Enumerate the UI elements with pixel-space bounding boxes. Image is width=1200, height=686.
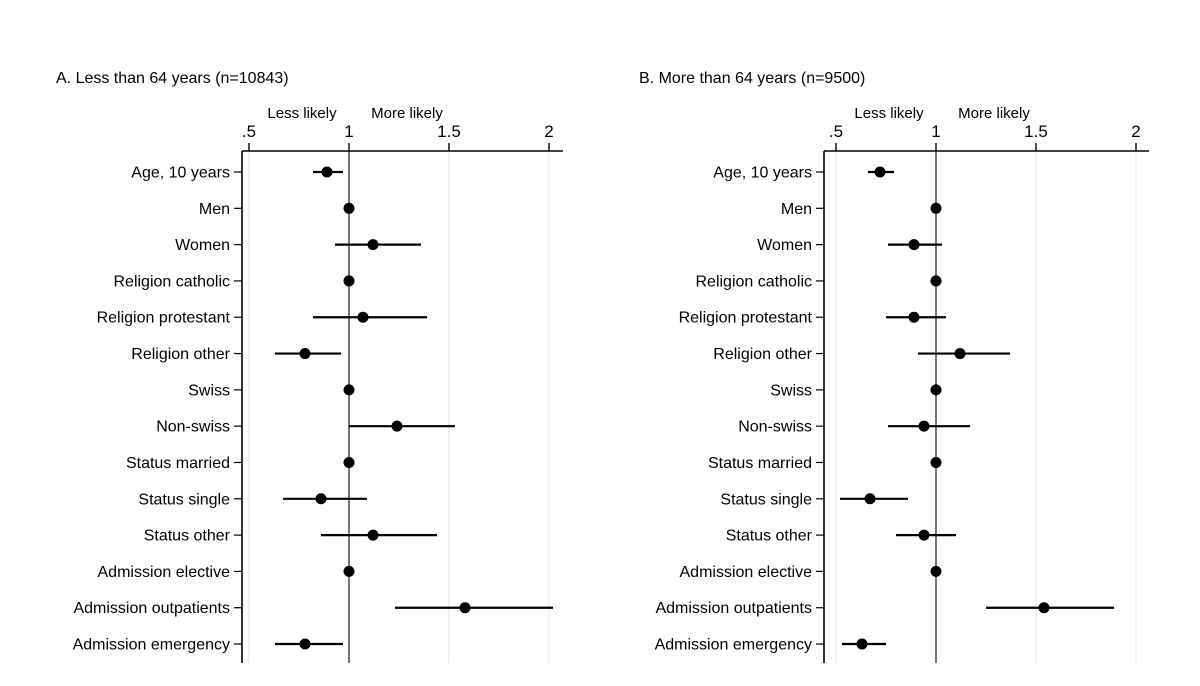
x-tick-label: 2 (1131, 122, 1140, 141)
category-label: Status married (126, 455, 230, 472)
estimate-dot (874, 166, 886, 178)
category-label: Men (199, 201, 230, 218)
estimate-dot (343, 565, 355, 577)
less-likely-label: Less likely (267, 105, 337, 122)
panel-b: .5 1 1.5 2 Less likely More likely Age, 10 yea… (655, 105, 1149, 663)
category-label: Admission outpatients (73, 600, 230, 617)
less-likely-label: Less likely (854, 105, 924, 122)
estimate-dot (954, 348, 966, 360)
estimate-dot (315, 493, 327, 505)
estimate-dot (343, 202, 355, 214)
category-label: Religion protestant (97, 310, 231, 327)
estimate-dot (908, 239, 920, 251)
category-label: Admission outpatients (655, 600, 812, 617)
estimate-dot (343, 275, 355, 287)
category-label: Status other (144, 528, 231, 545)
category-label: Religion protestant (679, 310, 813, 327)
category-label: Religion other (131, 346, 230, 363)
category-label: Women (175, 237, 230, 254)
estimate-dot (930, 202, 942, 214)
category-label: Age, 10 years (713, 165, 812, 182)
category-label: Non-swiss (738, 419, 812, 436)
panel-a-title: A. Less than 64 years (n=10843) (56, 70, 289, 87)
estimate-dot (918, 529, 930, 541)
category-label: Religion catholic (695, 273, 812, 290)
x-tick-label: 1.5 (437, 122, 461, 141)
estimate-dot (930, 384, 942, 396)
category-label: Status single (138, 491, 230, 508)
x-tick-label: 1 (931, 122, 940, 141)
estimate-dot (930, 565, 942, 577)
estimate-dot (918, 420, 930, 432)
category-label: Admission emergency (655, 637, 812, 654)
estimate-dot (459, 602, 471, 614)
estimate-dot (908, 311, 920, 323)
estimate-dot (367, 239, 379, 251)
category-label: Age, 10 years (131, 165, 230, 182)
category-label: Admission elective (680, 564, 813, 581)
category-label: Men (781, 201, 812, 218)
category-label: Religion other (713, 346, 812, 363)
estimate-dot (864, 493, 876, 505)
estimate-dot (299, 348, 311, 360)
panel-b-title: B. More than 64 years (n=9500) (639, 70, 866, 87)
x-tick-label: 1.5 (1024, 122, 1048, 141)
estimate-dot (343, 456, 355, 468)
category-label: Admission emergency (73, 637, 230, 654)
estimate-dot (343, 384, 355, 396)
estimate-dot (930, 456, 942, 468)
estimate-dot (1038, 602, 1050, 614)
category-label: Swiss (188, 382, 230, 399)
estimate-dot (391, 420, 403, 432)
x-tick-label: 2 (544, 122, 553, 141)
estimate-dot (321, 166, 333, 178)
x-tick-label: 1 (344, 122, 353, 141)
more-likely-label: More likely (958, 105, 1030, 122)
category-label: Religion catholic (113, 273, 230, 290)
estimate-dot (856, 638, 868, 650)
category-label: Status single (720, 491, 812, 508)
panel-a: .5 1 1.5 2 Less likely More likely Age, 10 yea… (73, 105, 563, 663)
category-label: Status married (708, 455, 812, 472)
estimate-dot (367, 529, 379, 541)
x-tick-label: .5 (829, 122, 843, 141)
x-tick-label: .5 (242, 122, 256, 141)
more-likely-label: More likely (371, 105, 443, 122)
estimate-dot (357, 311, 369, 323)
category-label: Admission elective (98, 564, 231, 581)
category-label: Status other (726, 528, 813, 545)
category-label: Women (757, 237, 812, 254)
category-label: Non-swiss (156, 419, 230, 436)
estimate-dot (930, 275, 942, 287)
category-label: Swiss (770, 382, 812, 399)
estimate-dot (299, 638, 311, 650)
